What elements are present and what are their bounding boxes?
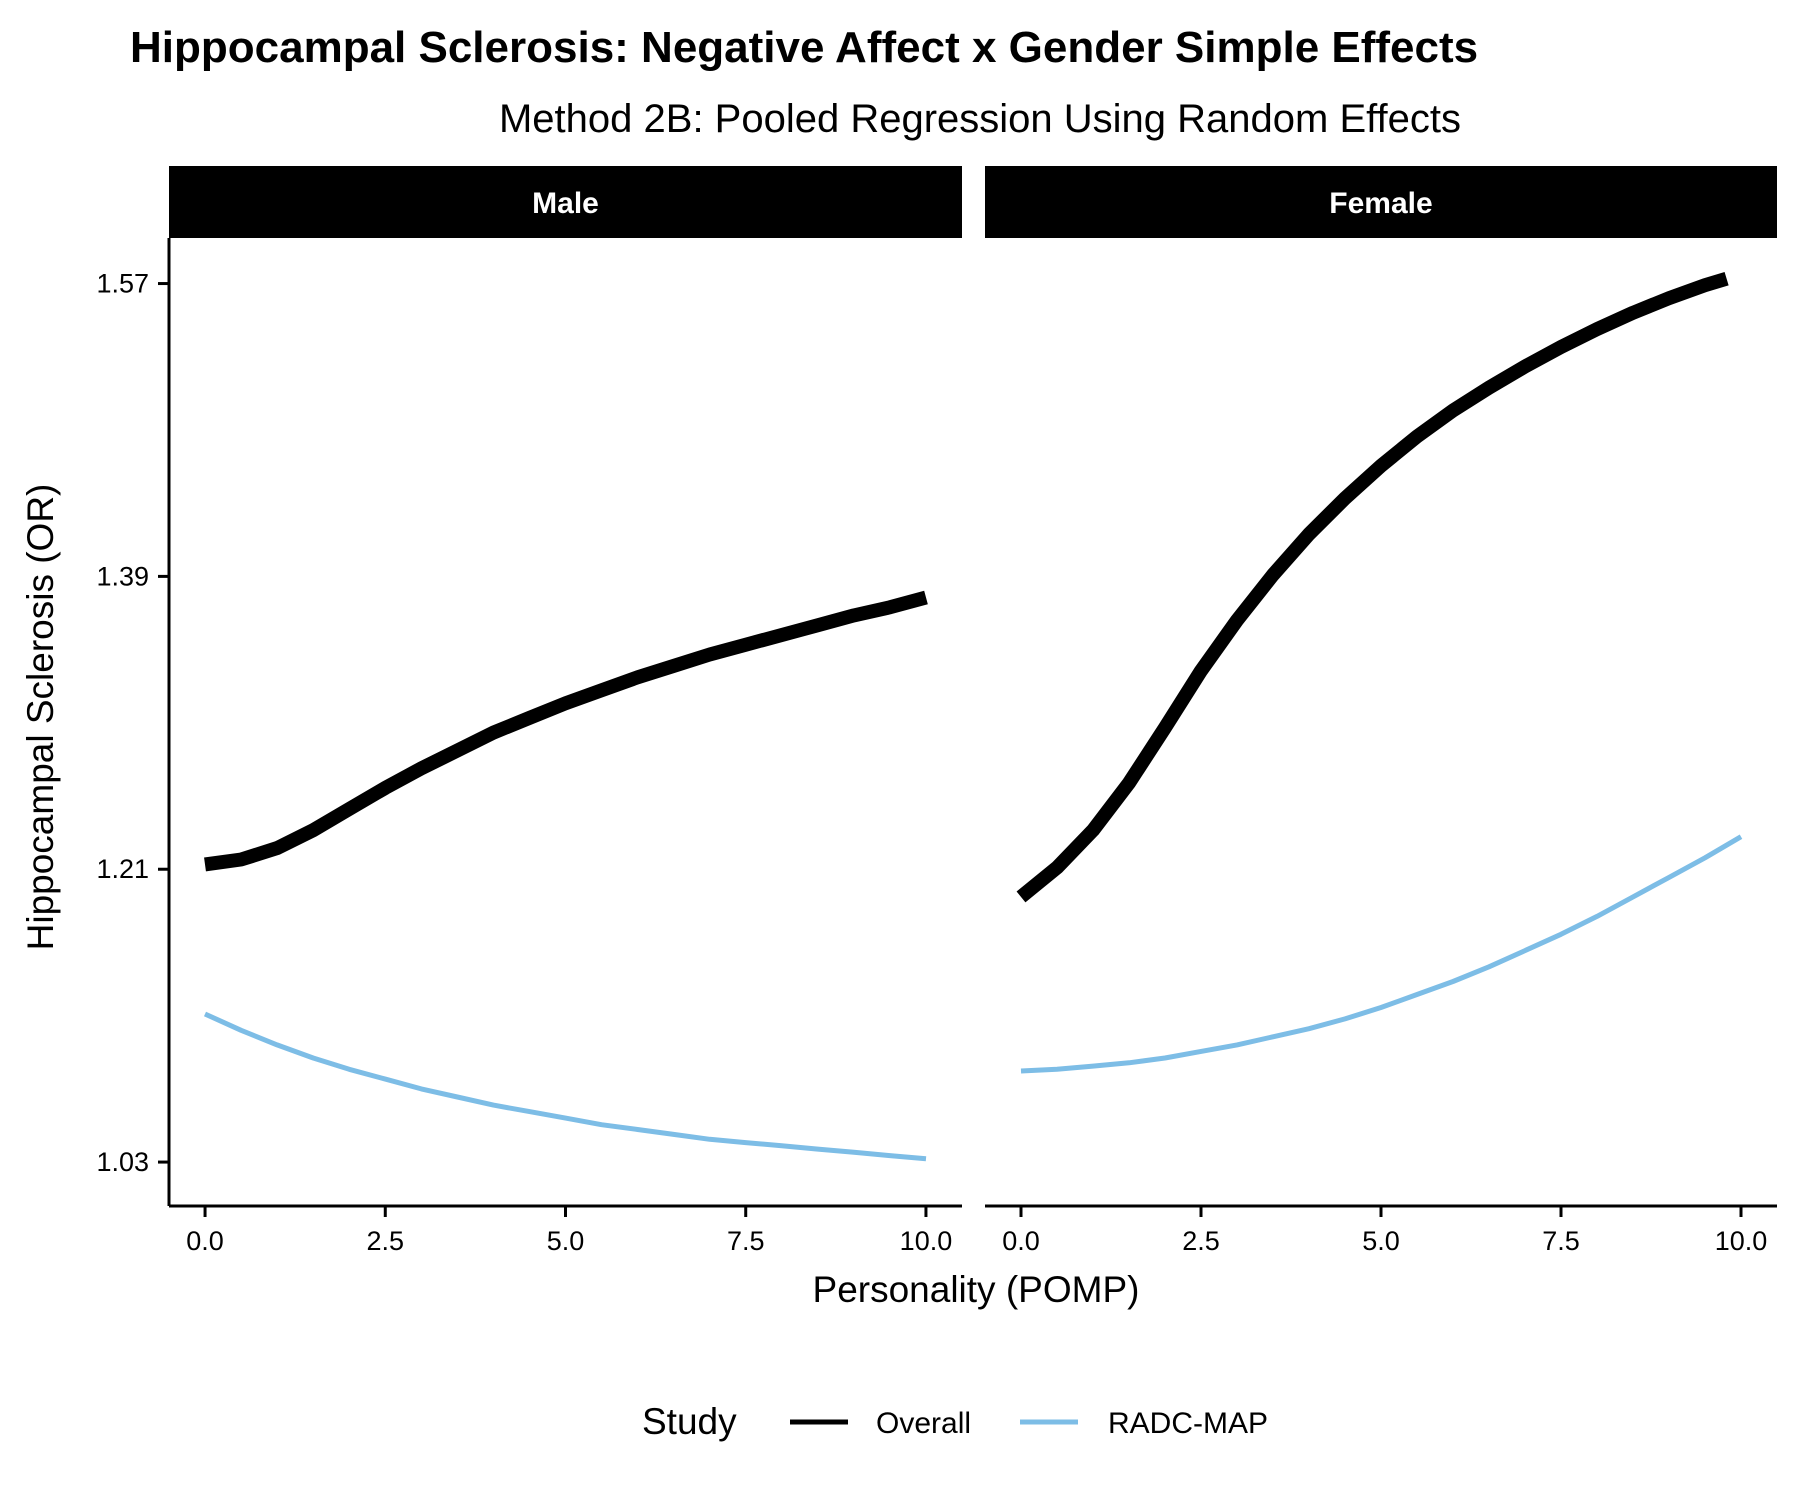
x-tick-label: 0.0	[1002, 1226, 1040, 1256]
legend-title: Study	[642, 1401, 737, 1442]
y-tick-label: 1.03	[96, 1147, 149, 1177]
x-axis-title: Personality (POMP)	[813, 1269, 1140, 1310]
y-tick-label: 1.57	[96, 269, 149, 299]
strip-male	[169, 166, 962, 238]
legend-label-overall: Overall	[876, 1407, 971, 1440]
strip-female	[985, 166, 1777, 238]
x-tick-label: 2.5	[1182, 1226, 1220, 1256]
x-tick-label: 10.0	[900, 1226, 953, 1256]
x-tick-label: 10.0	[1715, 1226, 1768, 1256]
x-tick-label: 7.5	[727, 1226, 765, 1256]
strip-label-female: Female	[1329, 187, 1432, 220]
y-tick-label: 1.39	[96, 561, 149, 591]
panel-female: Female 0.0 2.5 5.0 7.5 10.0	[985, 166, 1777, 1256]
panel-male: Male 0.0 2.5 5.0 7.5 10.0 1.03 1.21 1.39 1.57	[96, 166, 962, 1256]
legend-label-radc-map: RADC-MAP	[1108, 1407, 1268, 1440]
series-line-male-overall	[204, 590, 928, 872]
x-tick-label: 0.0	[186, 1226, 224, 1256]
facet-panels: Male 0.0 2.5 5.0 7.5 10.0 1.03 1.21 1.39 1.57 Fema…	[96, 166, 1777, 1256]
legend: Study Overall RADC-MAP	[642, 1401, 1268, 1442]
series-line-female-overall	[1016, 271, 1729, 903]
y-tick-label: 1.21	[96, 854, 149, 884]
series-line-male-radc-map	[203, 1011, 927, 1162]
x-tick-label: 5.0	[1362, 1226, 1400, 1256]
chart-subtitle: Method 2B: Pooled Regression Using Rando…	[499, 97, 1461, 141]
strip-label-male: Male	[532, 187, 599, 220]
x-tick-label: 7.5	[1542, 1226, 1580, 1256]
series-line-female-radc-map	[1020, 834, 1743, 1074]
x-tick-label: 5.0	[547, 1226, 585, 1256]
y-axis-title: Hippocampal Sclerosis (OR)	[20, 484, 61, 951]
chart-title: Hippocampal Sclerosis: Negative Affect x…	[130, 23, 1478, 72]
x-tick-label: 2.5	[366, 1226, 404, 1256]
